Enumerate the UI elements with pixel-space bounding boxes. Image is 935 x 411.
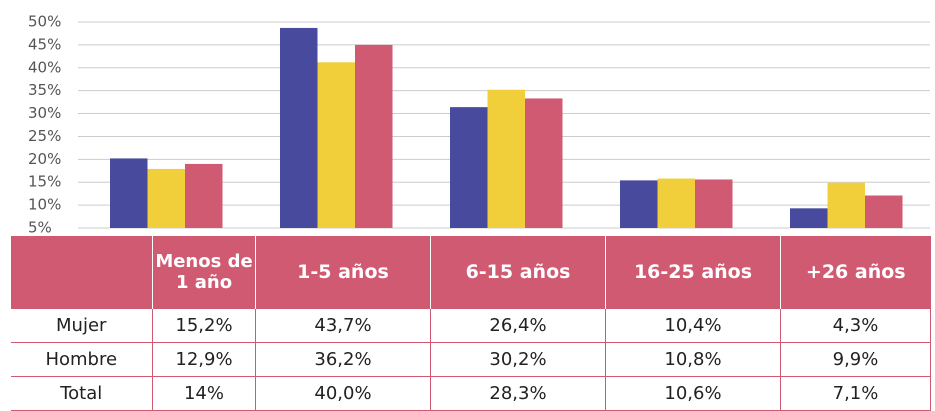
- y-tick-label: 15%: [28, 173, 61, 191]
- bar: [827, 182, 865, 228]
- bar: [450, 107, 488, 228]
- table-cell: 12,9%: [152, 342, 256, 377]
- table-row: Hombre 12,9% 36,2% 30,2% 10,8% 9,9%: [10, 342, 931, 377]
- column-header: 16-25 años: [605, 236, 781, 309]
- row-label: Mujer: [10, 308, 153, 343]
- bar: [620, 180, 658, 228]
- table-cell: 15,2%: [152, 308, 256, 343]
- table-cell: 30,2%: [430, 342, 606, 377]
- row-label: Hombre: [10, 342, 153, 377]
- table-cell: 10,8%: [605, 342, 781, 377]
- table-cell: 28,3%: [430, 376, 606, 411]
- data-table: Menos de 1 año 1-5 años 6-15 años 16-25 año…: [10, 236, 931, 411]
- bar: [790, 208, 828, 228]
- table-cell: 9,9%: [780, 342, 931, 377]
- y-tick-label: 45%: [28, 35, 61, 53]
- table-cell: 7,1%: [780, 376, 931, 411]
- bar: [147, 168, 185, 228]
- bar: [865, 195, 903, 228]
- table-cell: 4,3%: [780, 308, 931, 343]
- table-cell: 10,4%: [605, 308, 781, 343]
- table-row: Total 14% 40,0% 28,3% 10,6% 7,1%: [10, 376, 931, 411]
- table-cell: 36,2%: [255, 342, 431, 377]
- y-tick-label: 40%: [28, 58, 61, 76]
- header-empty: [10, 236, 153, 309]
- y-tick-label: 5%: [28, 219, 52, 237]
- y-tick-label: 30%: [28, 104, 61, 122]
- header-row: Menos de 1 año 1-5 años 6-15 años 16-25 año…: [10, 236, 931, 309]
- y-tick-label: 50%: [28, 13, 61, 31]
- table-cell: 43,7%: [255, 308, 431, 343]
- row-label: Total: [10, 376, 153, 411]
- bar: [695, 179, 733, 228]
- table-cell: 14%: [152, 376, 256, 411]
- bar: [110, 158, 148, 228]
- bar: [487, 89, 525, 228]
- chart: 5% 10% 15% 20% 25% 30% 35% 40% 45% 50%: [28, 13, 930, 237]
- table-cell: 10,6%: [605, 376, 781, 411]
- column-header: 1-5 años: [255, 236, 431, 309]
- bar: [657, 178, 695, 228]
- table-cell: 40,0%: [255, 376, 431, 411]
- bar: [185, 163, 223, 228]
- y-tick-label: 25%: [28, 127, 61, 145]
- y-tick-label: 35%: [28, 81, 61, 99]
- bar: [317, 62, 355, 229]
- column-header: +26 años: [780, 236, 931, 309]
- bar: [355, 44, 393, 229]
- y-tick-label: 20%: [28, 150, 61, 168]
- y-tick-label: 10%: [28, 196, 61, 214]
- column-header: Menos de 1 año: [152, 236, 256, 309]
- table-cell: 26,4%: [430, 308, 606, 343]
- bar: [280, 27, 318, 228]
- column-header: 6-15 años: [430, 236, 606, 309]
- bar: [525, 98, 563, 229]
- table-row: Mujer 15,2% 43,7% 26,4% 10,4% 4,3%: [10, 308, 931, 343]
